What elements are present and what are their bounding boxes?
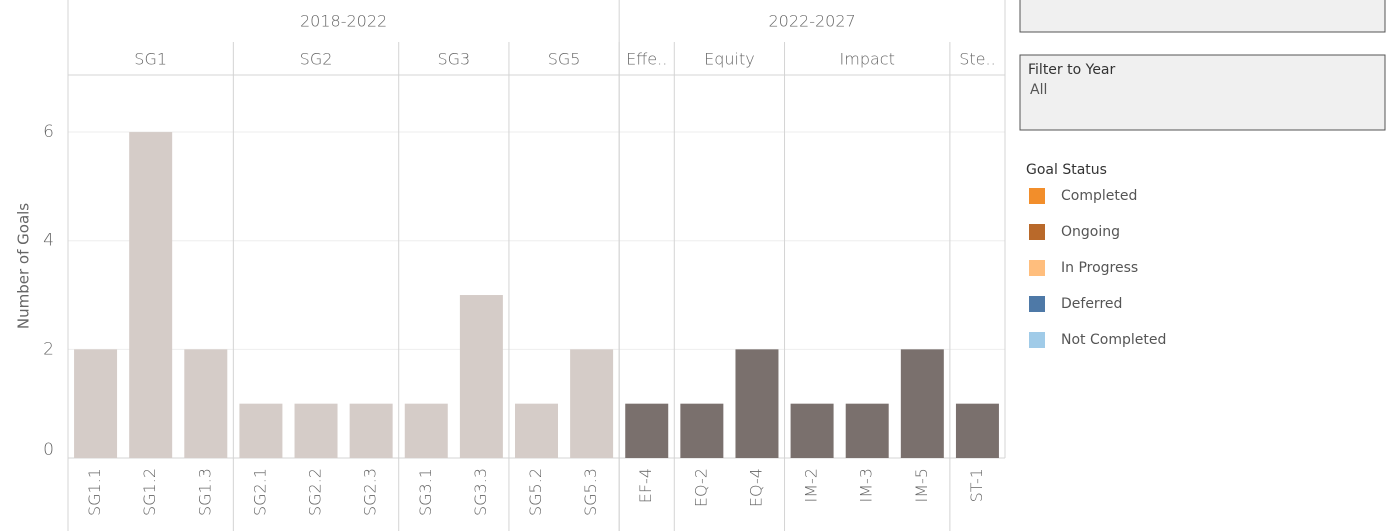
x-tick-label: IM-3 [857,468,876,502]
x-tick-label: SG2.1 [250,468,269,516]
y-tick-label: 6 [43,122,54,142]
legend-swatch [1029,224,1045,240]
legend-swatch [1029,260,1045,276]
legend-title: Goal Status [1026,162,1107,178]
bar [680,403,724,458]
bar [404,403,448,458]
x-tick-label: IM-5 [912,468,931,502]
bar [900,349,944,458]
bar [184,349,228,458]
x-tick-label: SG2.3 [361,468,380,516]
x-tick-label: EQ-2 [691,468,710,507]
x-tick-label: SG1.2 [140,468,159,516]
bar [294,403,338,458]
x-tick-label: SG3.1 [416,468,435,516]
x-tick-label: SG2.2 [306,468,325,516]
filter-box-top[interactable] [1019,0,1386,33]
bar [239,403,283,458]
legend-label: Deferred [1061,296,1122,312]
group-label: SG1 [134,50,167,69]
legend-label: Not Completed [1061,332,1166,348]
bar [515,403,558,458]
group-label: SG5 [548,50,581,69]
x-tick-label: SG5.3 [581,468,600,516]
bar [735,349,779,458]
legend-label: In Progress [1061,260,1138,276]
period-label: 2018-2022 [300,12,387,31]
y-axis-label: Number of Goals [15,203,33,329]
filter-box[interactable] [1019,54,1386,131]
filter-value[interactable]: All [1030,82,1047,98]
x-tick-label: EQ-4 [746,468,765,507]
bar [625,403,669,458]
legend-label: Ongoing [1061,224,1120,240]
y-tick-label: 0 [43,440,54,460]
filter-title: Filter to Year [1028,62,1116,78]
group-label: Equity [704,50,755,69]
group-label: Ste.. [959,50,995,69]
x-tick-label: IM-2 [802,468,821,502]
bar [129,132,173,459]
period-label: 2022-2027 [768,12,855,31]
bar [349,403,393,458]
x-tick-label: EF-4 [636,468,655,503]
bar [845,403,889,458]
legend-swatch [1029,188,1045,204]
legend-swatch [1029,296,1045,312]
x-tick-label: ST-1 [967,468,986,502]
x-tick-label: SG5.2 [526,468,545,516]
group-label: Effe.. [626,50,667,69]
legend-label: Completed [1061,188,1137,204]
group-label: SG3 [437,50,470,69]
bar [570,349,614,458]
y-tick-label: 2 [43,339,54,359]
x-tick-label: SG1.3 [195,468,214,516]
bar [74,349,118,458]
x-tick-label: SG3.3 [471,468,490,516]
group-label: Impact [840,50,895,69]
bar [459,295,503,458]
y-tick-label: 4 [43,231,54,251]
legend-swatch [1029,332,1045,348]
bar [790,403,834,458]
group-label: SG2 [300,50,333,69]
x-tick-label: SG1.1 [85,468,104,516]
bar [955,403,999,458]
